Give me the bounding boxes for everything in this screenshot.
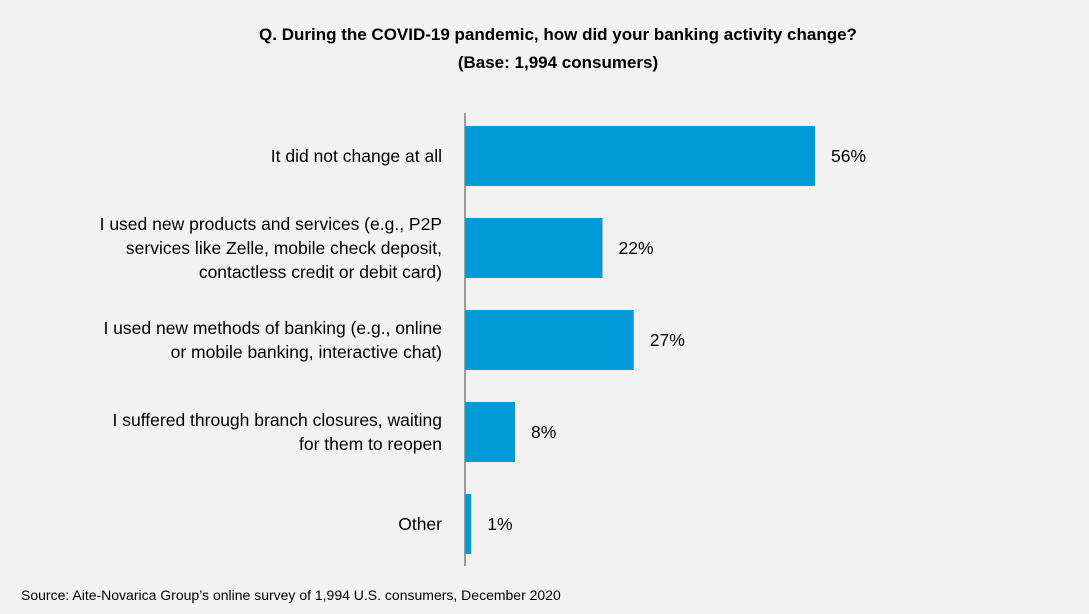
chart-subtitle: (Base: 1,994 consumers) <box>458 53 658 72</box>
data-label: 8% <box>531 422 556 442</box>
data-label: 1% <box>487 514 512 534</box>
category-label: It did not change at all <box>271 146 442 166</box>
data-label: 27% <box>650 330 685 350</box>
source-note: Source: Aite-Novarica Group’s online sur… <box>21 587 561 603</box>
data-label: 56% <box>831 146 866 166</box>
bars-group: 56% It did not change at all 22% I used new… <box>100 126 866 554</box>
bar-chart: Q. During the COVID-19 pandemic, how did… <box>100 25 866 566</box>
category-label: I suffered through branch closures, wait… <box>113 410 442 430</box>
category-label: I used new methods of banking (e.g., onl… <box>103 318 442 338</box>
category-label: I used new products and services (e.g., … <box>100 214 442 234</box>
category-label: or mobile banking, interactive chat) <box>171 342 442 362</box>
category-label: Other <box>398 514 442 534</box>
chart-title: Q. During the COVID-19 pandemic, how did… <box>259 25 857 44</box>
bar <box>465 126 815 186</box>
category-label: contactless credit or debit card) <box>199 262 442 282</box>
category-label: for them to reopen <box>299 434 442 454</box>
bar <box>465 402 515 462</box>
bar <box>465 218 603 278</box>
bar <box>465 310 634 370</box>
category-label: services like Zelle, mobile check deposi… <box>126 238 442 258</box>
data-label: 22% <box>619 238 654 258</box>
bar <box>465 494 472 554</box>
